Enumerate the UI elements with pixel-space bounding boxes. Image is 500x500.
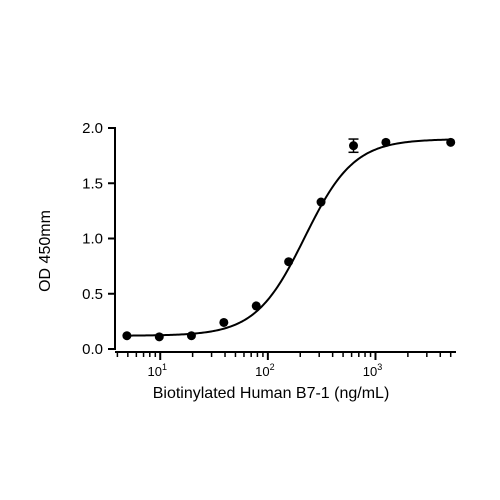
data-point [154,332,164,342]
data-point [186,331,196,341]
x-tick-label: 103 [363,362,382,379]
x-axis-label: Biotinylated Human B7-1 (ng/mL) [153,385,390,402]
data-points [122,137,456,342]
y-tick-label: 0.5 [82,286,103,303]
data-point [251,301,261,311]
data-point [284,257,294,267]
data-point [381,137,391,147]
data-point [446,137,456,147]
y-axis-label: OD 450mm [37,210,54,292]
fit-curve [126,138,451,337]
ticks: 0.0 0.5 1.0 1.5 2.0 101 102 103 [82,120,452,379]
y-tick-label: 1.0 [82,231,103,248]
data-point [349,141,359,151]
data-point [316,197,326,207]
y-tick-label: 2.0 [82,120,103,137]
data-point [122,331,132,341]
x-tick-label: 101 [147,362,166,379]
data-point [219,317,229,327]
y-tick-label: 1.5 [82,175,103,192]
axes [114,127,456,353]
y-tick-label: 0.0 [82,341,103,358]
x-tick-label: 102 [255,362,274,379]
